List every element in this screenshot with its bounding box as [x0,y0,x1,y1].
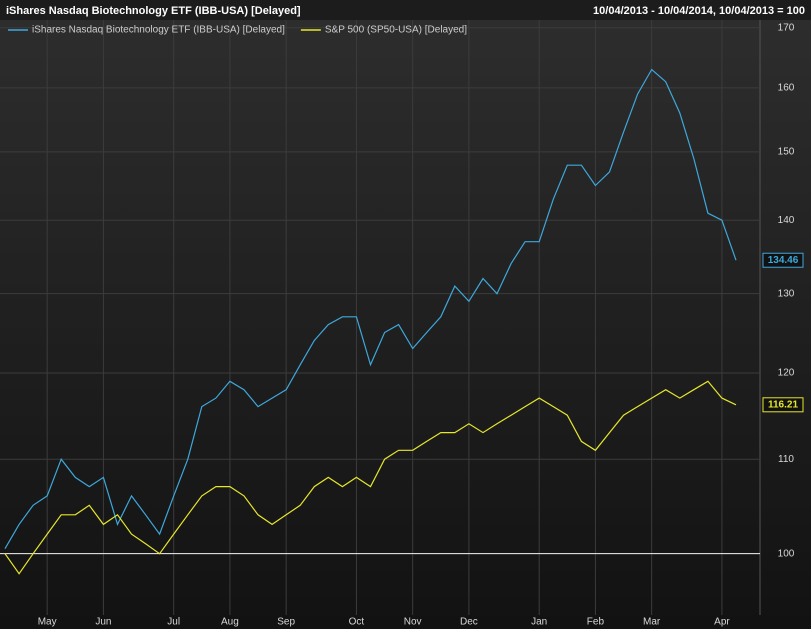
y-tick-label: 140 [778,215,795,226]
x-tick-label: Oct [349,617,365,628]
x-tick-label: Dec [460,617,478,628]
y-tick-label: 170 [778,22,795,33]
y-tick-label: 100 [778,548,795,559]
y-tick-label: 130 [778,288,795,299]
x-tick-label: Jan [531,617,547,628]
x-tick-label: Aug [221,617,239,628]
legend-label: S&P 500 (SP50-USA) [Delayed] [325,25,467,36]
x-tick-label: Feb [587,617,605,628]
chart-title: iShares Nasdaq Biotechnology ETF (IBB-US… [6,5,301,17]
x-tick-label: Jun [95,617,111,628]
x-tick-label: Mar [643,617,661,628]
y-tick-label: 160 [778,83,795,94]
last-value-box [762,252,804,268]
x-tick-label: May [38,617,57,628]
last-value-label: 134.46 [768,255,799,266]
header-bar [0,0,811,20]
series-line [4,380,737,575]
last-value-box [762,397,804,413]
y-tick-label: 120 [778,368,795,379]
last-value-label: 116.21 [768,399,798,410]
series-line [4,68,737,550]
chart-subtitle: 10/04/2013 - 10/04/2014, 10/04/2013 = 10… [593,5,805,17]
x-tick-label: Nov [404,617,422,628]
legend-label: iShares Nasdaq Biotechnology ETF (IBB-US… [32,25,285,36]
x-tick-label: Apr [714,617,730,628]
x-tick-label: Jul [167,617,180,628]
x-tick-label: Sep [277,617,295,628]
y-tick-label: 150 [778,146,795,157]
y-tick-label: 110 [778,454,794,465]
